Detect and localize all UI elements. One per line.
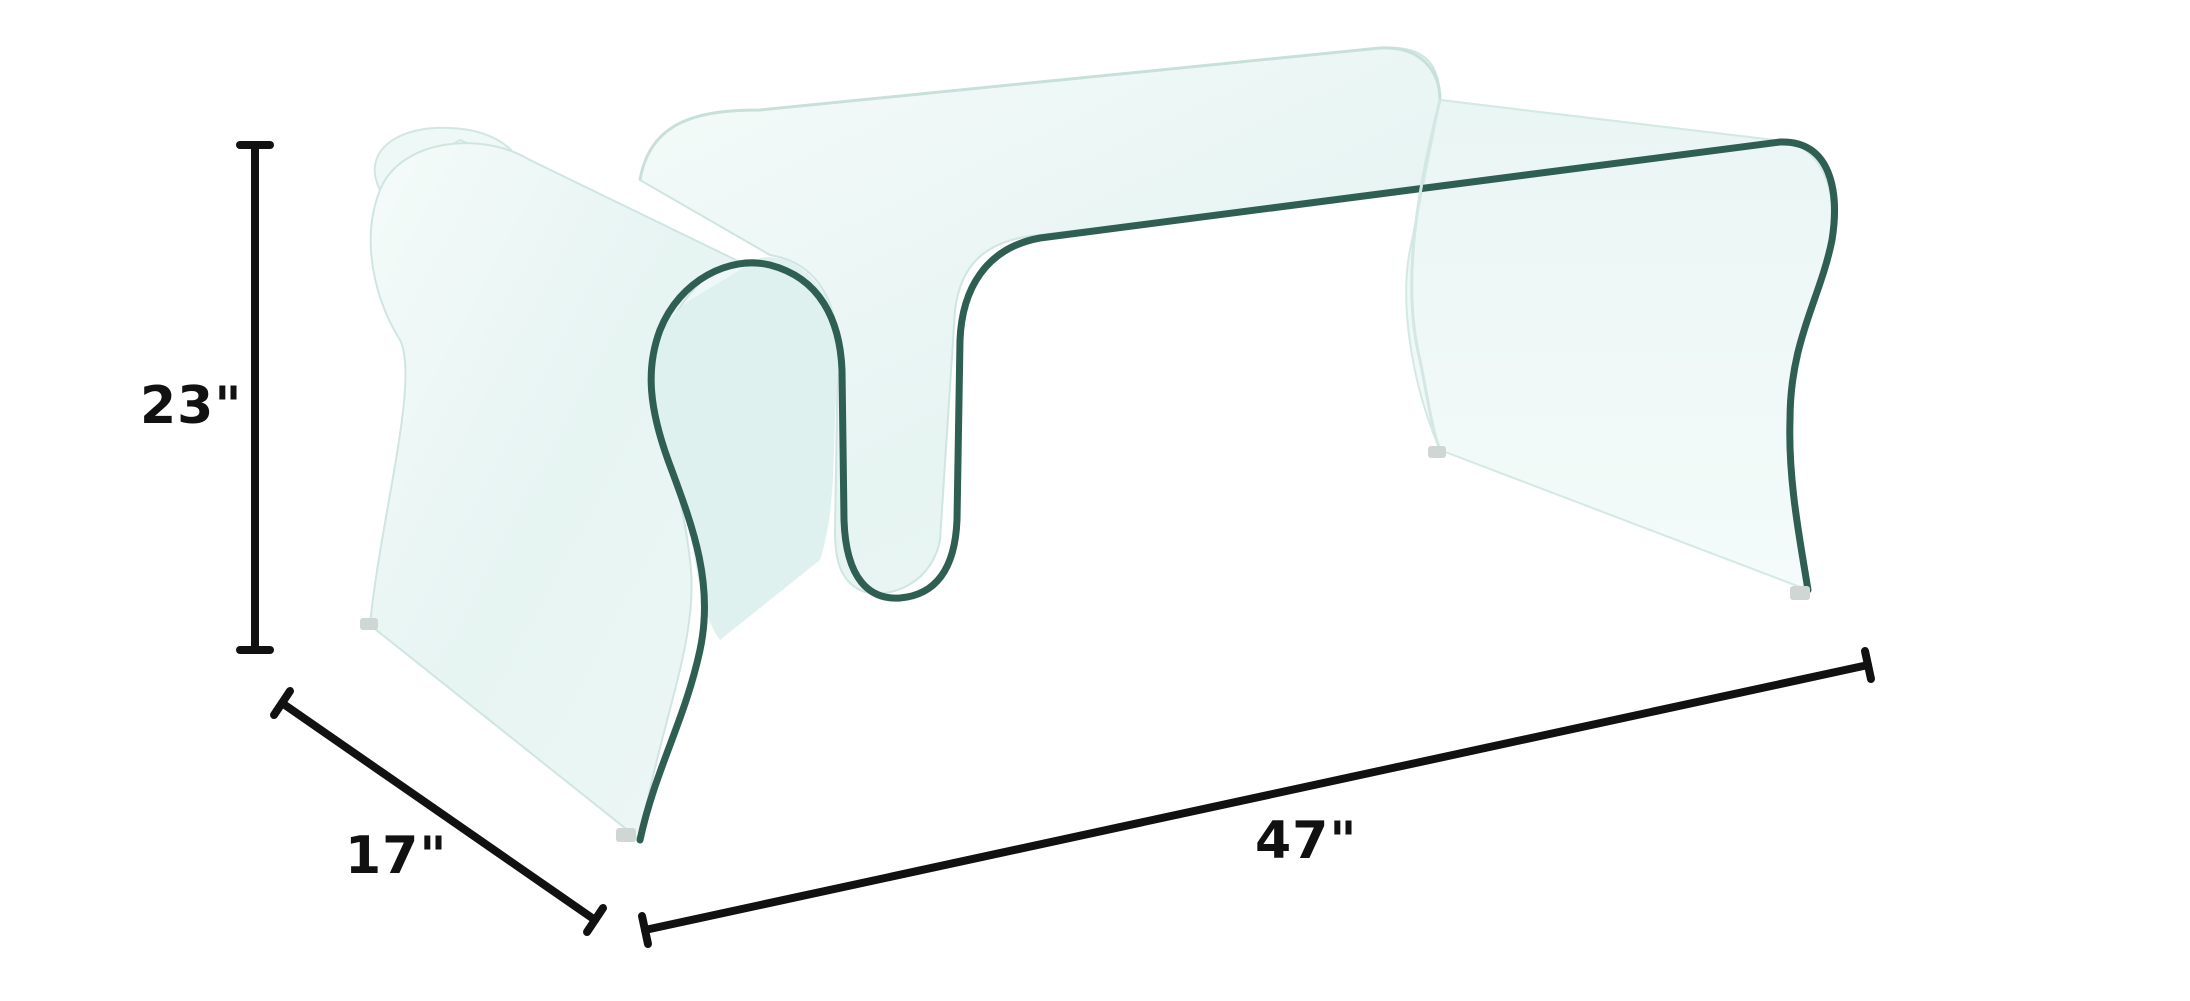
height-dimension-line — [236, 141, 274, 654]
right-leg-panel — [1405, 98, 1834, 592]
glass-edge-profile — [636, 138, 1838, 844]
glass-edge-right-back — [1410, 99, 1442, 451]
foot-left-front — [616, 828, 636, 842]
glass-edge-back — [638, 46, 1442, 181]
depth-dimension-line — [270, 687, 607, 936]
height-label: 23" — [140, 376, 243, 436]
depth-label: 17" — [345, 826, 448, 886]
width-label: 47" — [1255, 811, 1358, 871]
foot-right-back — [1428, 446, 1446, 458]
foot-right-front — [1790, 586, 1810, 600]
width-dimension-line — [638, 647, 1875, 948]
foot-left-back — [360, 618, 378, 630]
